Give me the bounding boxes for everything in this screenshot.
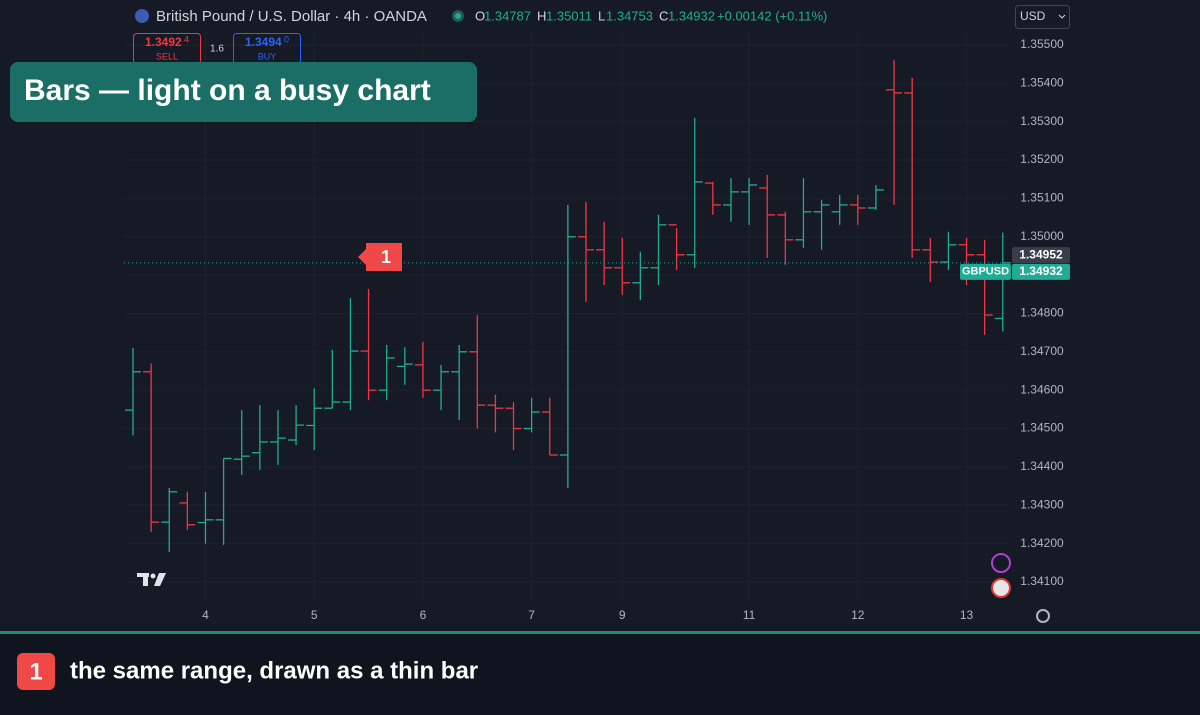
x-tick-label: 5 — [311, 608, 318, 622]
open-letter: O — [475, 8, 485, 23]
settings-icon[interactable] — [1036, 609, 1050, 623]
last-price-label: 1.34932 — [1019, 264, 1063, 278]
alert-icon[interactable] — [991, 553, 1011, 573]
high-letter: H — [537, 8, 546, 23]
logo — [137, 573, 166, 586]
x-tick-label: 12 — [851, 608, 865, 622]
y-tick-label: 1.34800 — [1020, 306, 1064, 320]
y-tick-label: 1.35400 — [1020, 75, 1064, 89]
buy-label: BUY — [258, 51, 277, 61]
y-tick-label: 1.35500 — [1020, 37, 1064, 51]
price-box-label: 1.34952 — [1019, 247, 1063, 261]
separator — [0, 631, 1200, 634]
y-tick-label: 1.35000 — [1020, 229, 1064, 243]
marker-flag — [358, 243, 402, 271]
y-tick-label: 1.34400 — [1020, 459, 1064, 473]
x-tick-label: 9 — [619, 608, 626, 622]
logo-part — [150, 573, 156, 579]
spread: 1.6 — [210, 44, 224, 55]
flag-icon — [135, 9, 149, 23]
high-value: 1.35011 — [546, 8, 592, 23]
price-box — [1012, 247, 1070, 264]
x-tick-label: 7 — [528, 608, 535, 622]
sell-price: 1.3492 — [145, 35, 182, 49]
last-price-box — [1012, 263, 1070, 280]
footer-badge — [17, 653, 55, 690]
close-letter: C — [659, 8, 668, 23]
buy-price: 1.3494 — [245, 35, 282, 49]
chevron — [1058, 14, 1066, 19]
change-value: +0.00142 (+0.11%) — [717, 8, 827, 23]
currency: USD — [1020, 9, 1046, 23]
x-tick-label: 11 — [743, 608, 756, 622]
callout-text: Bars — light on a busy chart — [24, 74, 431, 107]
y-tick-label: 1.34300 — [1020, 497, 1064, 511]
x-tick-label: 4 — [202, 608, 209, 622]
marker-number: 1 — [381, 247, 391, 267]
close-value: 1.34932 — [668, 8, 715, 23]
y-tick-label: 1.34600 — [1020, 382, 1064, 396]
y-tick-label: 1.34500 — [1020, 421, 1064, 435]
logo-part — [143, 573, 148, 586]
sell-label: SELL — [156, 51, 178, 61]
buy-pip: 0 — [284, 34, 289, 44]
logo-part — [154, 573, 166, 586]
low-value: 1.34753 — [606, 8, 653, 23]
symbol-label: GBPUSD — [962, 266, 1009, 278]
currency-dropdown[interactable] — [1015, 5, 1070, 29]
y-tick-label: 1.35200 — [1020, 152, 1064, 166]
x-tick-label: 6 — [420, 608, 427, 622]
footer-text: the same range, drawn as a thin bar — [70, 657, 478, 684]
footer-background — [0, 634, 1200, 715]
status-dot — [455, 13, 461, 19]
y-tick-label: 1.34200 — [1020, 536, 1064, 550]
x-tick-label: 13 — [960, 608, 974, 622]
symbol-box — [960, 263, 1011, 280]
callout-box — [10, 62, 477, 122]
y-tick-label: 1.35300 — [1020, 114, 1064, 128]
low-letter: L — [598, 8, 605, 23]
sell-pip: 4 — [184, 34, 189, 44]
events-icon[interactable] — [991, 578, 1011, 598]
y-tick-label: 1.35100 — [1020, 191, 1064, 205]
footer-badge-number: 1 — [29, 658, 42, 685]
y-tick-label: 1.34700 — [1020, 344, 1064, 358]
open-value: 1.34787 — [484, 8, 531, 23]
y-tick-label: 1.34100 — [1020, 574, 1064, 588]
chart-title: British Pound / U.S. Dollar · 4h · OANDA — [156, 8, 427, 25]
